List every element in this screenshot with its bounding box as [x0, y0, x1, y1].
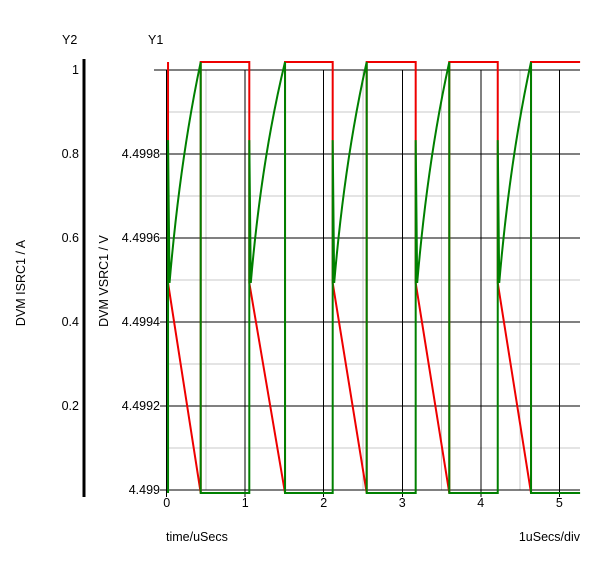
y2-tick-label: 0.8	[61, 147, 79, 161]
y2-tick-label: 0.2	[61, 399, 79, 413]
y2-tick-label: 1	[72, 63, 79, 77]
trace-vsrc1	[167, 61, 581, 494]
x-tick-label: 2	[320, 496, 328, 510]
x-scale-label: 1uSecs/div	[518, 530, 580, 544]
y1-tick-label: 4.4996	[121, 231, 160, 245]
y2-axis-bar	[82, 59, 86, 497]
y2-tick-label: 0.4	[61, 315, 79, 329]
x-tick-label: 4	[477, 496, 485, 510]
x-tick-label: 5	[555, 496, 563, 510]
y1-tick-label: 4.4994	[121, 315, 160, 329]
y2-axis-header: Y2	[62, 33, 78, 47]
x-axis-title: time/uSecs	[166, 530, 228, 544]
y1-tick-label: 4.499	[128, 483, 160, 497]
x-tick-label: 0	[163, 496, 171, 510]
y1-axis-header: Y1	[148, 33, 164, 47]
y2-tick-label: 0.6	[61, 231, 79, 245]
x-tick-label: 3	[398, 496, 406, 510]
y1-tick-label: 4.4992	[121, 399, 160, 413]
y2-axis-title: DVM ISRC1 / A	[14, 239, 28, 327]
y1-axis-title: DVM VSRC1 / V	[97, 235, 111, 327]
y1-tick-label: 4.4998	[121, 147, 160, 161]
x-tick-label: 1	[241, 496, 249, 510]
